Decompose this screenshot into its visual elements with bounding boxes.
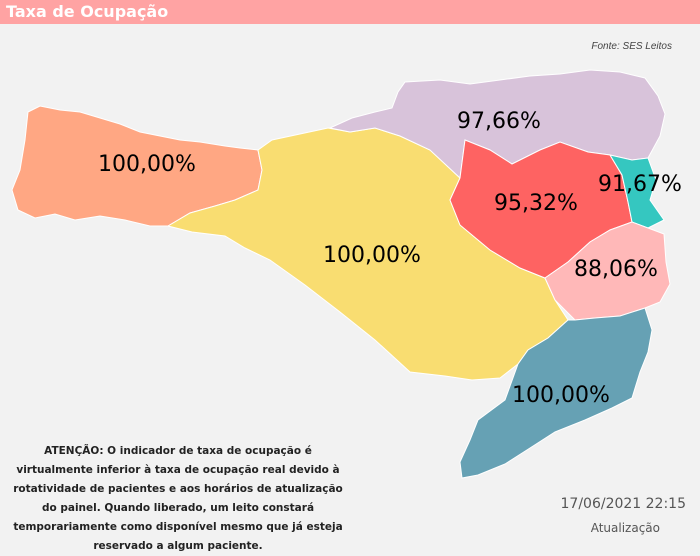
region-label-meio-oeste: 100,00% [323,243,421,268]
region-label-norte: 97,66% [457,109,541,134]
header-bar: Taxa de Ocupação [0,0,700,24]
region-label-oeste: 100,00% [98,152,196,177]
region-label-grande-florianopolis: 88,06% [574,257,658,282]
source-note: Fonte: SES Leitos [591,41,672,52]
region-label-vale: 95,32% [494,191,578,216]
update-datetime: 17/06/2021 22:15 [560,496,687,512]
region-grande-florianopolis[interactable] [544,221,671,321]
region-label-sul: 100,00% [512,383,610,408]
region-sul[interactable] [459,307,653,479]
region-foz[interactable] [608,154,665,229]
region-label-foz: 91,67% [598,172,682,197]
update-label: Atualização [590,521,660,535]
occupancy-notice: ATENÇÃO: O indicador de taxa de ocupação… [13,445,343,552]
page-title: Taxa de Ocupação [6,2,169,21]
state-map: 100,00% 100,00% 97,66% 95,32% 91,67% 88,… [11,69,682,479]
